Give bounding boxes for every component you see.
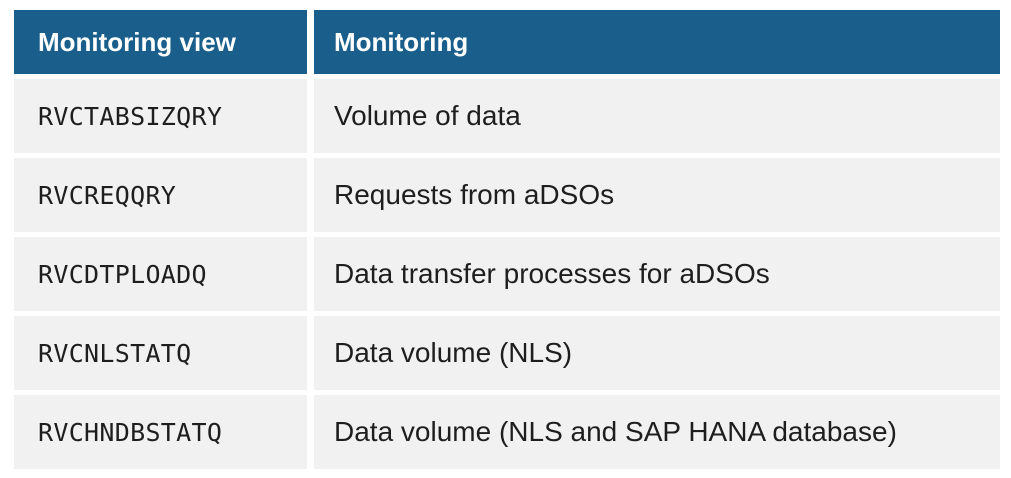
row-4-monitoring: Data volume (NLS) (314, 316, 1000, 390)
row-3-view: RVCDTPLOADQ (14, 237, 307, 311)
header-monitoring-view: Monitoring view (14, 10, 307, 74)
row-1-monitoring: Volume of data (314, 79, 1000, 153)
header-monitoring: Monitoring (314, 10, 1000, 74)
row-1-view: RVCTABSIZQRY (14, 79, 307, 153)
row-5-monitoring: Data volume (NLS and SAP HANA database) (314, 395, 1000, 469)
monitoring-views-table: Monitoring view Monitoring RVCTABSIZQRY … (14, 10, 1000, 469)
row-2-view: RVCREQQRY (14, 158, 307, 232)
row-3-monitoring: Data transfer processes for aDSOs (314, 237, 1000, 311)
row-2-monitoring: Requests from aDSOs (314, 158, 1000, 232)
row-4-view: RVCNLSTATQ (14, 316, 307, 390)
row-5-view: RVCHNDBSTATQ (14, 395, 307, 469)
